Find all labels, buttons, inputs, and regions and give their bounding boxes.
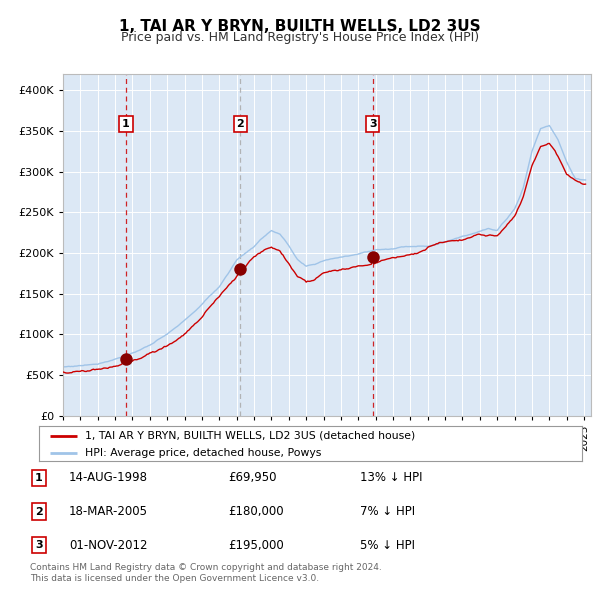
Text: This data is licensed under the Open Government Licence v3.0.: This data is licensed under the Open Gov… [30, 574, 319, 583]
Text: 13% ↓ HPI: 13% ↓ HPI [360, 471, 422, 484]
Text: 2: 2 [236, 119, 244, 129]
Text: 1, TAI AR Y BRYN, BUILTH WELLS, LD2 3US (detached house): 1, TAI AR Y BRYN, BUILTH WELLS, LD2 3US … [85, 431, 415, 441]
Text: 5% ↓ HPI: 5% ↓ HPI [360, 539, 415, 552]
Text: Price paid vs. HM Land Registry's House Price Index (HPI): Price paid vs. HM Land Registry's House … [121, 31, 479, 44]
Text: 1: 1 [35, 473, 43, 483]
Text: 1: 1 [122, 119, 130, 129]
Text: £180,000: £180,000 [228, 505, 284, 518]
Text: HPI: Average price, detached house, Powys: HPI: Average price, detached house, Powy… [85, 448, 322, 457]
Text: 3: 3 [369, 119, 377, 129]
Text: 7% ↓ HPI: 7% ↓ HPI [360, 505, 415, 518]
Text: 3: 3 [35, 540, 43, 550]
Text: 14-AUG-1998: 14-AUG-1998 [69, 471, 148, 484]
Text: £69,950: £69,950 [228, 471, 277, 484]
Text: £195,000: £195,000 [228, 539, 284, 552]
Text: 1, TAI AR Y BRYN, BUILTH WELLS, LD2 3US: 1, TAI AR Y BRYN, BUILTH WELLS, LD2 3US [119, 19, 481, 34]
Text: 18-MAR-2005: 18-MAR-2005 [69, 505, 148, 518]
Text: Contains HM Land Registry data © Crown copyright and database right 2024.: Contains HM Land Registry data © Crown c… [30, 563, 382, 572]
Text: 01-NOV-2012: 01-NOV-2012 [69, 539, 148, 552]
Text: 2: 2 [35, 507, 43, 516]
